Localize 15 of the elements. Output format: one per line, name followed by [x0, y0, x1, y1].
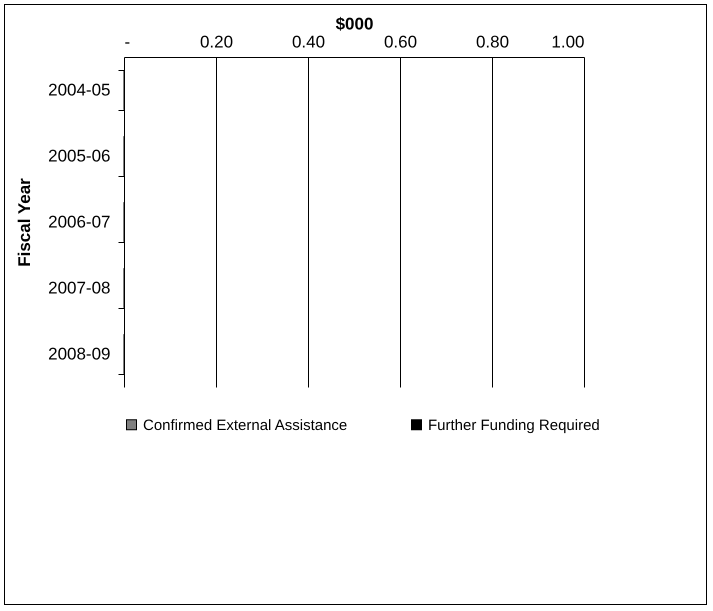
- x-tick-label: 0.20: [200, 32, 234, 52]
- x-tick-label: 0.60: [384, 32, 418, 52]
- legend-label: Confirmed External Assistance: [143, 416, 348, 434]
- x-tick-label: 0.40: [292, 32, 326, 52]
- y-tick-label: 2007-08: [48, 278, 110, 298]
- x-tick-label: 1.00: [551, 32, 584, 52]
- y-axis-title: Fiscal Year: [15, 178, 34, 267]
- y-tick-label: 2004-05: [48, 80, 110, 100]
- y-tick-label: 2005-06: [48, 146, 110, 166]
- y-tick-label: 2008-09: [48, 344, 110, 364]
- legend-label: Further Funding Required: [428, 416, 600, 434]
- x-tick-label: -: [124, 32, 130, 52]
- y-tick-label: 2006-07: [48, 212, 110, 232]
- x-axis-title: $000: [336, 14, 374, 34]
- x-tick-label: 0.80: [476, 32, 510, 52]
